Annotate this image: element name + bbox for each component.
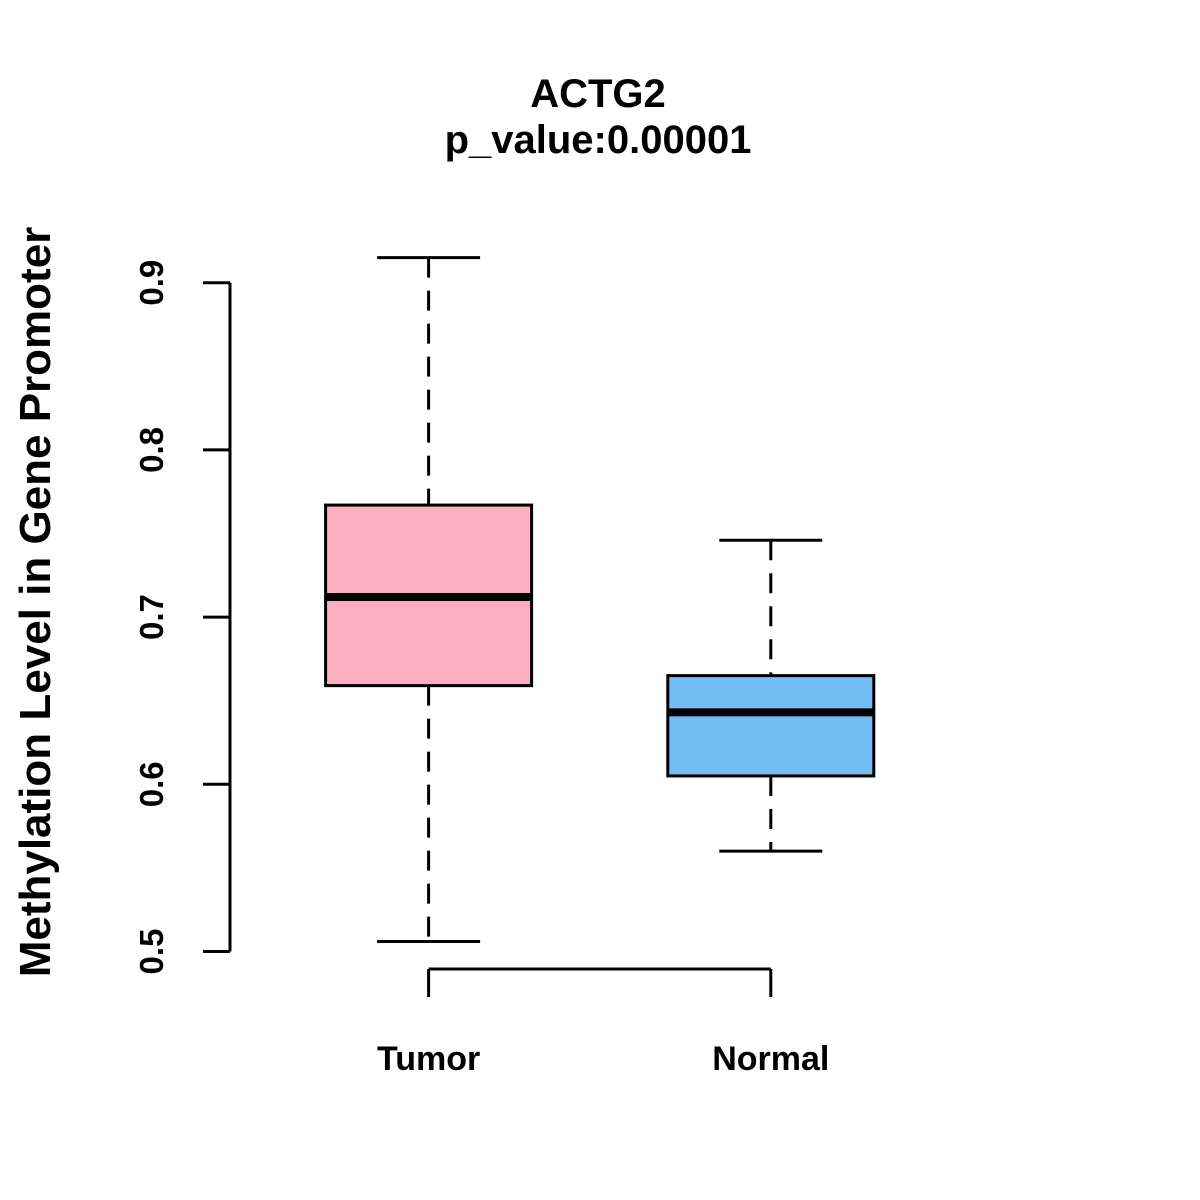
y-tick-label-0-8: 0.8 [133, 427, 170, 473]
chart-subtitle-pvalue: p_value:0.00001 [445, 118, 752, 162]
y-axis-title: Methylation Level in Gene Promoter [11, 227, 60, 978]
y-tick-label-0-5: 0.5 [133, 929, 170, 975]
plot-shapes [203, 256, 876, 997]
chart-title: ACTG2 [530, 72, 666, 116]
y-tick-label-0-7: 0.7 [133, 594, 170, 640]
y-tick-label-0-6: 0.6 [133, 761, 170, 807]
normal-iqr-box [666, 674, 876, 778]
x-category-label-tumor: Tumor [377, 1040, 480, 1078]
y-tick-label-0-9: 0.9 [133, 260, 170, 306]
x-category-label-normal: Normal [712, 1040, 829, 1078]
